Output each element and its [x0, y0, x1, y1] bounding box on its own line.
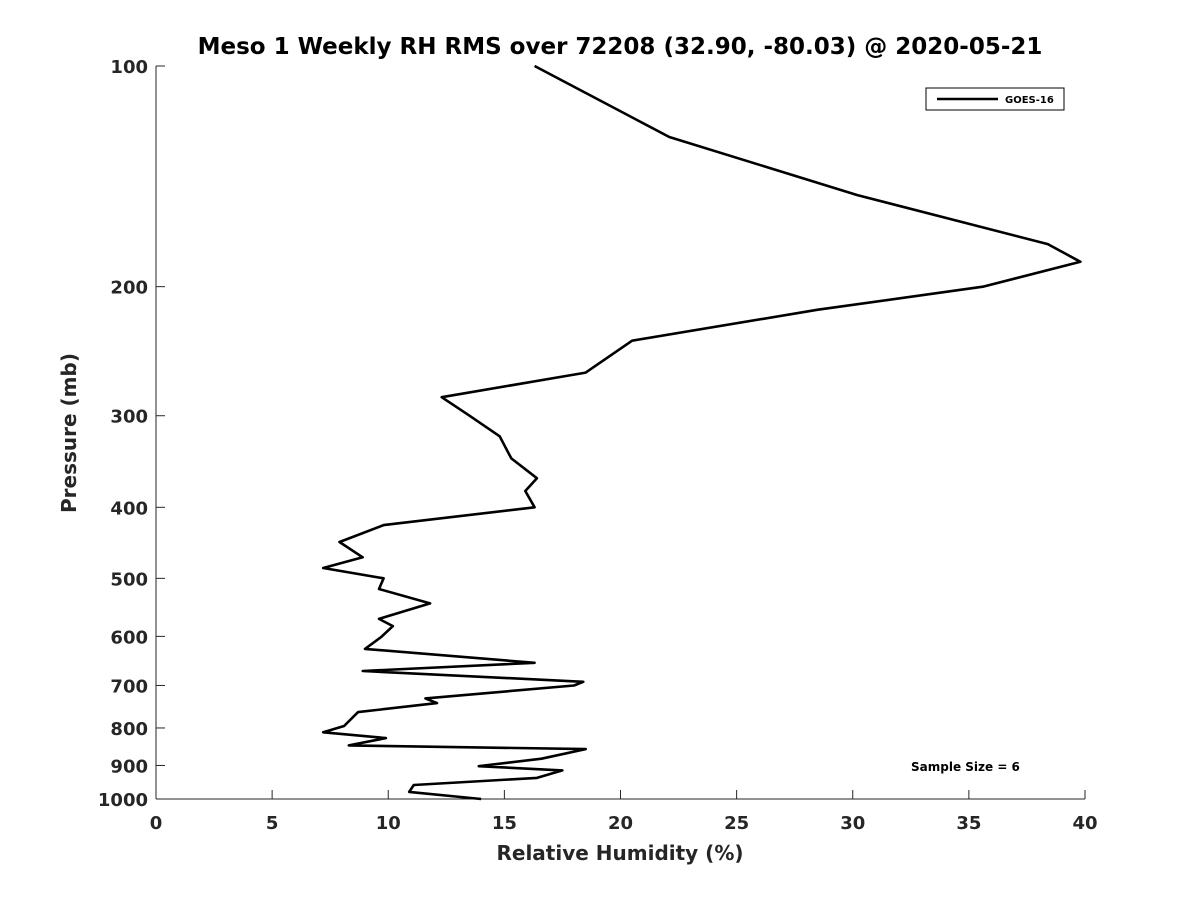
y-tick-label: 900 [110, 756, 148, 777]
y-tick-label: 500 [110, 569, 148, 590]
series-line-goes-16 [321, 64, 1082, 801]
y-tick-label: 300 [110, 407, 148, 428]
x-tick-label: 15 [492, 813, 517, 834]
x-tick-label: 0 [150, 813, 163, 834]
y-tick-label: 800 [110, 719, 148, 740]
y-tick-label: 100 [110, 57, 148, 78]
chart-title: Meso 1 Weekly RH RMS over 72208 (32.90, … [198, 34, 1043, 60]
x-tick-label: 5 [266, 813, 279, 834]
x-axis: 0 5 10 15 20 25 30 35 40 [150, 790, 1098, 834]
y-tick-label: 1000 [98, 790, 148, 811]
y-tick-label: 400 [110, 498, 148, 519]
y-tick-label: 700 [110, 676, 148, 697]
x-tick-label: 20 [608, 813, 633, 834]
x-axis-label: Relative Humidity (%) [496, 841, 743, 865]
x-tick-label: 35 [956, 813, 981, 834]
x-tick-label: 10 [376, 813, 401, 834]
plot-area [155, 66, 1085, 800]
y-axis-label: Pressure (mb) [57, 353, 81, 513]
x-tick-label: 30 [840, 813, 865, 834]
sample-size-annotation: Sample Size = 6 [911, 760, 1020, 774]
x-tick-label: 40 [1072, 813, 1097, 834]
legend-label: GOES-16 [1005, 95, 1054, 106]
y-tick-label: 600 [110, 627, 148, 648]
y-axis: 100 200 300 400 500 600 700 800 900 1000 [98, 57, 165, 811]
x-tick-label: 25 [724, 813, 749, 834]
y-tick-label: 200 [110, 278, 148, 299]
legend: GOES-16 [925, 87, 1065, 111]
